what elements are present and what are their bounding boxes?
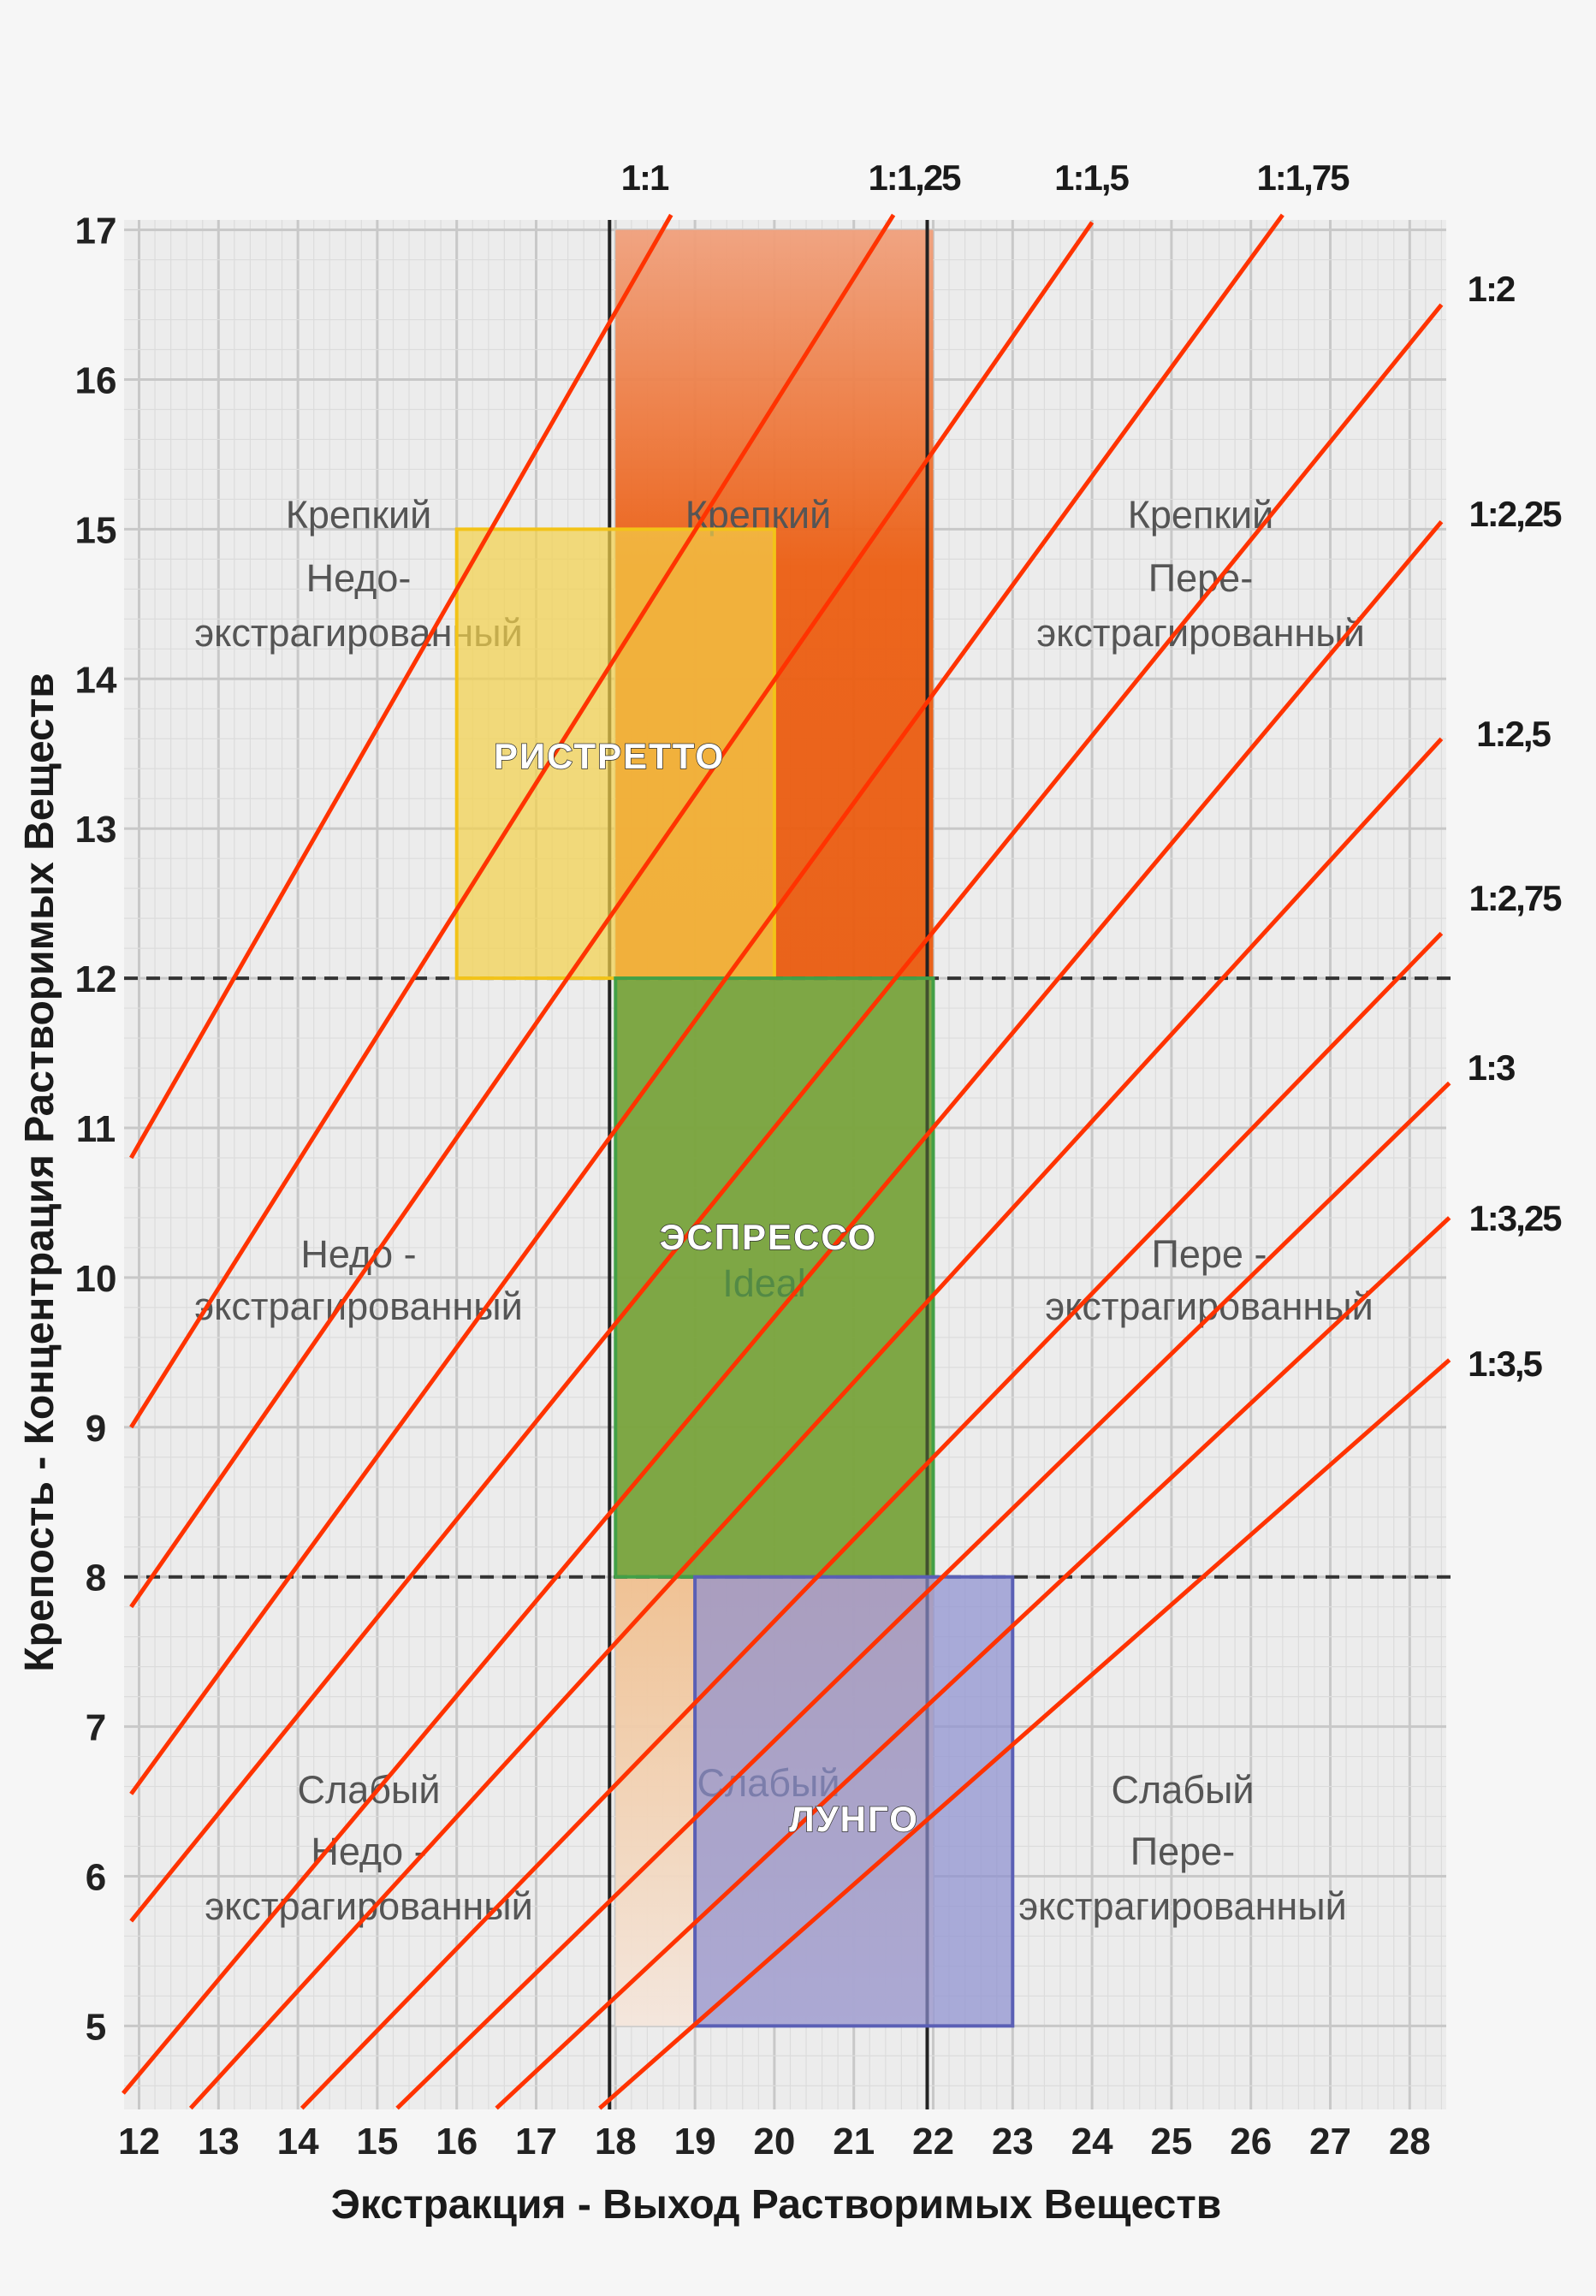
y-tick-label: 15 (75, 509, 117, 551)
region-label-bottom-right: Слабый (1111, 1768, 1254, 1812)
ratio-line (300, 931, 1444, 2110)
y-tick-label: 17 (75, 211, 117, 252)
ratio-label: 1:1,75 (1256, 157, 1350, 198)
drink-labels: РИСТРЕТТО ЭСПРЕССО ЛУНГО (493, 735, 919, 1840)
x-tick-label: 22 (912, 2121, 954, 2163)
ratio-lines: 1:1 1:1,25 1:1,5 1:1,75 1:2 1:2,25 1:2,5 1:2,75… (122, 157, 1563, 2110)
ratio-line (188, 737, 1444, 2110)
y-tick-label: 9 (86, 1408, 106, 1450)
drink-box-2 (693, 1575, 1015, 2028)
ratio-label: 1:1 (621, 157, 669, 198)
x-tick-label: 15 (356, 2121, 398, 2163)
ratio-label: 1:1,25 (868, 157, 961, 198)
x-axis-title: Экстракция - Выход Растворимых Веществ (331, 2182, 1222, 2228)
y-tick-label: 12 (75, 958, 117, 1000)
y-tick-label: 13 (75, 809, 117, 851)
ratio-label: 1:3,25 (1468, 1198, 1562, 1238)
ratio-line (129, 221, 1095, 1609)
x-tick-label: 12 (118, 2121, 160, 2163)
y-tick-label: 6 (86, 1857, 106, 1899)
y-tick-label: 16 (75, 360, 117, 402)
drink-label: РИСТРЕТТО (494, 736, 725, 776)
x-tick-label: 18 (595, 2121, 637, 2163)
region-label-top-left: Недо- (306, 556, 412, 600)
region-label-bottom-left: Слабый (297, 1768, 440, 1812)
drink-label: ЛУНГО (789, 1799, 919, 1839)
drink-box-1 (614, 976, 935, 1579)
region-label-top-right: Пере- (1148, 556, 1253, 600)
x-tick-label: 26 (1230, 2121, 1272, 2163)
region-label-bottom-right: экстрагированный (1018, 1884, 1347, 1928)
region-label-mid-right: Пере - (1152, 1232, 1267, 1276)
y-tick-label: 14 (75, 659, 117, 701)
ratio-line (129, 213, 896, 1429)
ratio-line (122, 520, 1444, 2095)
region-label-top-left: Крепкий (286, 493, 432, 537)
y-tick-label: 5 (86, 2006, 106, 2048)
ratio-label: 1:2 (1468, 269, 1515, 309)
y-tick-label: 8 (86, 1557, 106, 1599)
x-tick-label: 24 (1071, 2121, 1113, 2163)
x-tick-label: 21 (833, 2121, 875, 2163)
x-tick-label: 20 (753, 2121, 795, 2163)
region-label-top-right: Крепкий (1128, 493, 1274, 537)
region-label-bottom-left: Недо - (311, 1830, 426, 1873)
x-tick-label: 28 (1389, 2121, 1431, 2163)
ratio-label: 1:3,5 (1468, 1344, 1542, 1384)
region-label-top-right: экстрагированный (1036, 611, 1365, 655)
x-tick-label: 19 (674, 2121, 716, 2163)
y-tick-label: 7 (86, 1707, 106, 1749)
ratio-label: 1:2,5 (1476, 714, 1551, 754)
ratio-label: 1:2,25 (1468, 494, 1562, 534)
ratio-line (129, 303, 1444, 1923)
x-tick-label: 13 (198, 2121, 240, 2163)
zone-ideal (615, 978, 934, 1577)
ratio-line (395, 1081, 1451, 2110)
ratio-label: 1:2,75 (1468, 878, 1562, 918)
x-tick-label: 25 (1150, 2121, 1192, 2163)
drink-label: ЭСПРЕССО (660, 1217, 878, 1257)
y-axis-title: Крепость - Концентрация Растворимых Веще… (17, 673, 62, 1672)
x-tick-label: 27 (1309, 2121, 1351, 2163)
y-tick-label: 11 (76, 1108, 116, 1150)
region-label-mid-left: Недо - (300, 1232, 416, 1276)
x-tick-label: 17 (515, 2121, 557, 2163)
ratio-line (129, 213, 1285, 1795)
x-tick-label: 14 (277, 2121, 319, 2163)
ratio-line (495, 1216, 1451, 2110)
ticks: 12 13 14 15 16 17 18 19 20 21 22 23 24 25 26 27 28 5 6 7 8 9 1… (75, 211, 1431, 2163)
ratio-line (598, 1358, 1451, 2110)
region-label-bottom-right: Пере- (1130, 1830, 1235, 1873)
y-tick-label: 10 (75, 1258, 117, 1300)
x-tick-label: 16 (436, 2121, 478, 2163)
ratio-line (129, 213, 673, 1160)
region-label-bottom-left: экстрагированный (205, 1884, 533, 1928)
region-label-mid-left: экстрагированный (194, 1284, 523, 1328)
x-tick-label: 23 (992, 2121, 1034, 2163)
ratio-label: 1:1,5 (1054, 157, 1129, 198)
ratio-label: 1:3 (1468, 1047, 1515, 1088)
region-label-mid-right: экстрагированный (1045, 1284, 1374, 1328)
